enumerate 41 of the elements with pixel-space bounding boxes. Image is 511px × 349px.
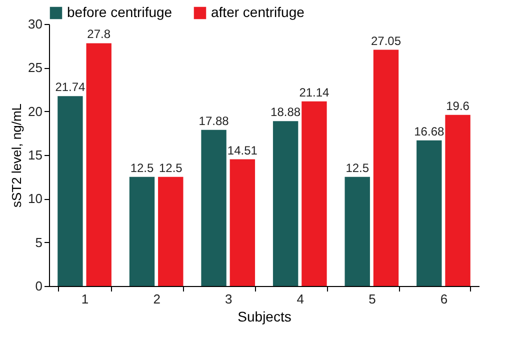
bar: [158, 176, 184, 286]
x-tick-label: 1: [81, 292, 89, 306]
x-tick-label: 4: [296, 292, 304, 306]
x-axis-title: Subjects: [238, 308, 292, 324]
bar: [129, 176, 155, 286]
x-tick-label: 2: [153, 292, 160, 306]
y-tick-label: 20: [28, 104, 42, 119]
data-label: 27.8: [87, 27, 111, 42]
legend-label: after centrifuge: [211, 4, 305, 20]
data-label: 19.6: [446, 98, 470, 113]
bar: [302, 101, 327, 286]
data-label: 21.14: [299, 85, 330, 100]
data-label: 12.5: [130, 160, 154, 175]
x-tick-label: 5: [368, 292, 376, 306]
data-label: 18.88: [270, 105, 301, 120]
y-tick-label: 30: [28, 16, 42, 32]
bar: [272, 121, 298, 286]
data-label: 17.88: [198, 114, 230, 128]
bar: [416, 140, 442, 286]
x-tick-label: 3: [224, 292, 232, 306]
y-tick-label: 0: [35, 278, 42, 294]
y-tick-label: 15: [28, 148, 42, 162]
data-label: 27.05: [370, 34, 402, 48]
bar: [58, 96, 83, 286]
bar: [230, 159, 256, 286]
data-label: 12.5: [346, 160, 370, 175]
data-label: 12.5: [158, 160, 183, 175]
y-tick-label: 5: [35, 234, 42, 250]
legend-label: before centrifuge: [67, 4, 172, 20]
bar: [445, 114, 470, 286]
y-tick-label: 10: [28, 191, 42, 206]
data-label: 21.74: [55, 80, 86, 94]
data-label: 16.68: [414, 124, 444, 138]
y-axis-title: sST2 level, ng/mL: [9, 103, 24, 208]
bar: [344, 176, 370, 286]
data-label: 14.51: [227, 143, 258, 158]
bar: [373, 50, 399, 286]
x-tick-label: 6: [440, 292, 448, 306]
y-tick-label: 25: [28, 60, 42, 76]
bar: [86, 43, 112, 286]
bar: [201, 130, 226, 286]
